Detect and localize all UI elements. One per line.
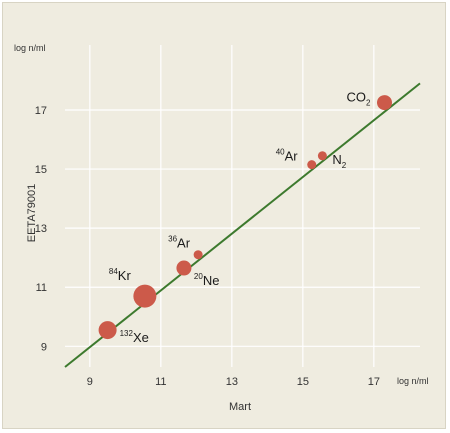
tick-labels: 9 11 13 15 17 9 11 13 15 17 [35, 105, 380, 388]
data-point [317, 151, 327, 161]
data-point [176, 260, 192, 276]
point-label: 84Kr [109, 267, 132, 283]
data-point [377, 95, 392, 111]
data-point [98, 321, 117, 340]
data-point [307, 160, 317, 170]
x-tick-label: 17 [368, 376, 380, 388]
x-tick-label: 13 [226, 376, 238, 388]
data-points [98, 95, 392, 340]
x-tick-label: 11 [155, 376, 166, 388]
point-label: N2 [332, 152, 346, 170]
x-axis-unit: log n/ml [397, 376, 429, 386]
diagonal-line [64, 82, 421, 368]
y-tick-label: 11 [36, 282, 47, 294]
y-tick-label: 17 [35, 105, 47, 117]
y-tick-label: 15 [35, 164, 47, 176]
y-axis-label: EETA79001 [26, 184, 38, 243]
y-tick-label: 13 [35, 223, 47, 235]
y-tick-label: 9 [41, 341, 47, 353]
point-labels: 132Xe 84Kr 20Ne 36Ar 40Ar N2 CO2 [109, 90, 371, 345]
y-axis-unit: log n/ml [14, 43, 46, 53]
point-label: 40Ar [276, 148, 299, 164]
x-tick-label: 9 [87, 376, 93, 388]
gridlines [65, 45, 420, 367]
data-point [133, 284, 157, 308]
point-label: CO2 [347, 90, 372, 108]
fit-line [64, 82, 421, 368]
x-axis-label: Mart [229, 401, 251, 413]
point-label: 20Ne [194, 272, 220, 288]
x-tick-label: 15 [297, 376, 309, 388]
data-point [193, 250, 203, 260]
point-label: 36Ar [168, 235, 191, 251]
point-label: 132Xe [120, 329, 149, 345]
